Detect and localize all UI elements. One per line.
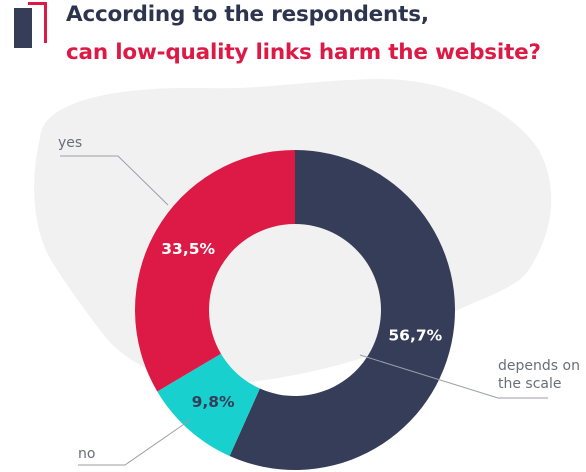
slice-yes: [134, 150, 295, 392]
title-marker-dark: [14, 8, 32, 48]
leader-line-yes: [60, 155, 169, 206]
category-label-depends-on-the-scale: depends on the scale: [498, 358, 580, 392]
chart-title-line-1: According to the respondents,: [66, 2, 429, 27]
data-label-yes: 33,5%: [161, 240, 215, 258]
leader-line-depends-on-the-scale: [359, 354, 548, 399]
data-label-depends-on-the-scale: 56,7%: [388, 327, 442, 345]
title-marker-red: [28, 2, 47, 43]
category-label-no: no: [78, 446, 95, 462]
slice-no: [157, 353, 260, 457]
chart-title-line-2: can low-quality links harm the website?: [66, 40, 541, 65]
category-label-yes: yes: [58, 135, 82, 151]
leader-line-no: [78, 419, 191, 466]
slice-depends-on-the-scale: [229, 150, 456, 470]
chart-header: According to the respondents, can low-qu…: [10, 0, 586, 80]
data-label-no: 9,8%: [192, 393, 235, 411]
